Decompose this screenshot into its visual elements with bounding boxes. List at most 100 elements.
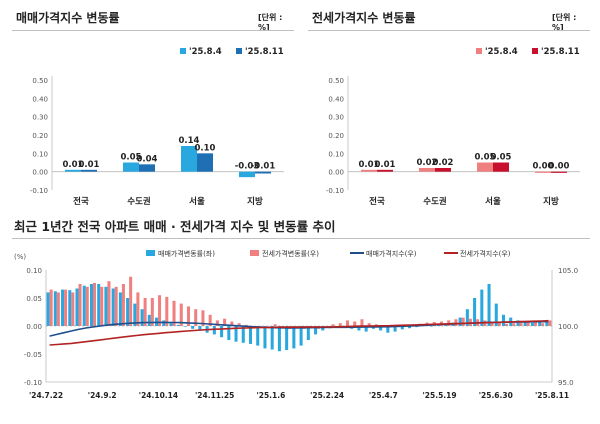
section-title: 최근 1년간 전국 아파트 매매 · 전세가격 지수 및 변동률 추이 [14, 219, 336, 234]
left-tick-label: -0.10 [24, 379, 42, 387]
rent-rate-bar [230, 321, 234, 326]
category-label: 서울 [485, 196, 501, 207]
bar [477, 162, 493, 172]
x-tick-label: '25.6.30 [479, 391, 513, 400]
right-tick-label: 95.0 [558, 379, 574, 387]
rent-rate-bar [136, 292, 140, 326]
bar [255, 171, 271, 174]
data-label: 0.02 [433, 158, 454, 168]
legend-label: '25.8.4 [485, 47, 518, 57]
sale-rate-bar [408, 326, 412, 329]
legend-label: 전세가격변동률(우) [262, 249, 319, 258]
sale-rate-bar [97, 284, 101, 326]
data-label: 0.05 [491, 153, 512, 163]
rent-rate-bar [519, 322, 523, 326]
rent-rate-bar [201, 310, 205, 326]
unit-label: [단위 : %] [552, 13, 577, 32]
sale-rate-bar [458, 317, 462, 326]
title-divider [12, 30, 294, 31]
sale-rate-panel: 매매가격지수 변동률 [단위 : %] '25.8.4 '25.8.11 0.50 0… [12, 8, 294, 208]
bar [239, 171, 255, 178]
sale-rate-bar [263, 326, 267, 349]
category-label: 수도권 [127, 196, 151, 207]
sale-rate-bar [133, 303, 137, 326]
sale-rate-bar [111, 288, 115, 326]
rent-rate-bar [338, 323, 342, 326]
rent-rate-bar [49, 289, 53, 326]
rent-rate-bar [158, 295, 162, 326]
rent-rate-bar [541, 323, 545, 326]
sale-rate-bar [75, 288, 79, 326]
rent-rate-bar [150, 298, 154, 326]
rent-rate-bar [490, 321, 494, 326]
sale-rate-bar [198, 326, 202, 331]
data-label: 0.00 [549, 162, 570, 172]
bar [551, 171, 567, 173]
sale-rate-bar [480, 289, 484, 326]
rent-rate-bar [129, 276, 133, 326]
bar [81, 169, 97, 172]
rent-rate-bar [345, 320, 350, 326]
y-tick-label: 0.50 [32, 77, 48, 85]
y-tick-label: 0.10 [328, 150, 344, 158]
sale-rate-bar [61, 289, 65, 326]
legend-swatch [250, 250, 259, 256]
rent-rate-bar [85, 286, 89, 326]
sale-rate-chart: '25.8.4 '25.8.11 0.50 0.40 0.30 0.20 0.10 0.00 -… [30, 47, 284, 207]
x-tick-label: '24.7.22 [29, 391, 63, 400]
rent-rate-bar [215, 320, 219, 326]
rent-rate-bar [244, 324, 248, 326]
y-tick-label: -0.10 [30, 187, 48, 195]
sale-rate-bar [176, 324, 180, 326]
rent-rate-bar [533, 321, 537, 326]
sale-rate-bar [364, 326, 368, 332]
y-tick-label: 0.40 [32, 95, 48, 103]
sale-rate-bar [538, 320, 542, 326]
rent-rate-bar [223, 318, 227, 326]
x-tick-label: '25.8.11 [535, 391, 569, 400]
sale-rate-bar [386, 326, 390, 333]
sale-rate-bar [400, 326, 404, 330]
legend-swatch [180, 48, 186, 54]
rent-rate-bar [165, 296, 169, 326]
legend-label: '25.8.11 [245, 47, 284, 57]
legend-swatch [146, 250, 155, 256]
legend-swatch [476, 48, 482, 54]
legend-label: 매매가격변동률(좌) [158, 249, 215, 258]
legend-label: 매매가격지수(우) [366, 249, 417, 258]
category-label: 수도권 [423, 196, 447, 207]
unit-label: [단위 : %] [258, 13, 283, 32]
sale-rate-bar [292, 326, 296, 349]
y-tick-label: 0.20 [32, 132, 48, 140]
bar [139, 164, 155, 172]
bar [535, 171, 551, 173]
data-label: 0.10 [195, 143, 216, 153]
rent-rate-bar [360, 319, 364, 326]
sale-rate-bar [299, 326, 303, 346]
sale-rate-bar [314, 326, 318, 335]
category-label: 지방 [247, 196, 263, 207]
left-axis-unit: (%) [14, 253, 26, 261]
rent-rate-bar [64, 289, 68, 326]
legend-label: '25.8.11 [541, 47, 580, 57]
data-label: 0.01 [359, 160, 380, 170]
data-label: -0.03 [235, 162, 260, 172]
bar [65, 169, 81, 172]
rent-rate-bar [143, 298, 147, 326]
sale-rate-bar [68, 290, 72, 326]
sale-rate-bar [516, 320, 520, 326]
sale-rate-bar [212, 326, 216, 335]
data-label: 0.05 [475, 153, 496, 163]
legend-label: 전세가격지수(우) [460, 249, 511, 258]
sale-rate-bar [285, 326, 289, 351]
sale-rate-bar [357, 326, 361, 331]
data-label: 0.01 [79, 160, 100, 170]
panel-title: 전세가격지수 변동률 [312, 11, 416, 25]
sale-rate-bar [487, 284, 491, 326]
bar [361, 169, 377, 172]
rent-rate-bar [548, 320, 552, 326]
rent-rate-bar [71, 292, 75, 326]
trend-chart: 매매가격변동률(좌) 전세가격변동률(우) 매매가격지수(우) 전세가격지수(우) (%… [14, 249, 578, 400]
rent-rate-chart: '25.8.4 '25.8.11 0.50 0.40 0.30 0.20 0.10 0.00 -… [326, 47, 580, 207]
sale-rate-bar [306, 326, 310, 340]
